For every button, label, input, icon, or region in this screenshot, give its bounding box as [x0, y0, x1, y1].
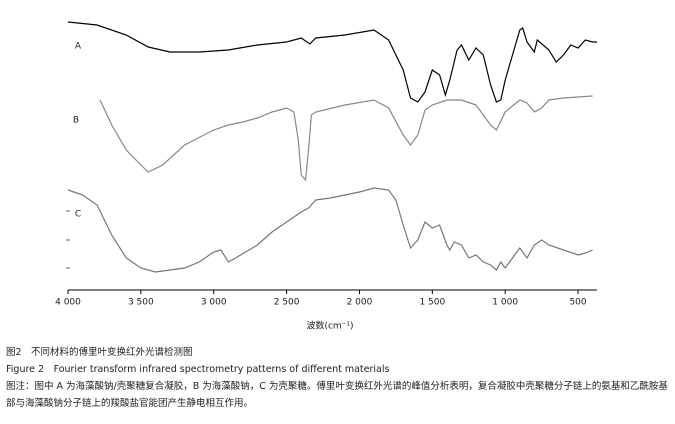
spectrum-line — [67, 187, 593, 273]
caption-note: 图注：图中 A 为海藻酸钠/壳聚糖复合凝胶，B 为海藻酸钠，C 为壳聚糖。傅里叶… — [6, 381, 668, 409]
series-label: B — [73, 116, 79, 126]
x-axis-label: 波数(cm⁻¹) — [306, 320, 353, 332]
x-tick-label: 2 500 — [274, 298, 300, 308]
spectrum-line — [67, 21, 597, 103]
x-tick-label: 500 — [569, 298, 586, 308]
x-tick-label: 4 000 — [55, 298, 81, 308]
caption-zh: 图2 不同材料的傅里叶变换红外光谱检测图 — [6, 347, 193, 358]
x-tick-label: 1 000 — [492, 298, 518, 308]
x-tick-label: 3 000 — [201, 298, 227, 308]
x-tick-label: 1 500 — [419, 298, 445, 308]
x-tick-label: 2 000 — [347, 298, 373, 308]
caption-en: Figure 2 Fourier transform infrared spec… — [6, 364, 390, 375]
series-label: C — [75, 210, 81, 220]
spectrum-line — [99, 95, 593, 182]
chart: 波数(cm⁻¹) 4 000 3 500 3 000 2 500 2 000 1 500 1… — [55, 21, 597, 332]
series-label: A — [75, 42, 82, 52]
x-tick-label: 3 500 — [128, 298, 154, 308]
